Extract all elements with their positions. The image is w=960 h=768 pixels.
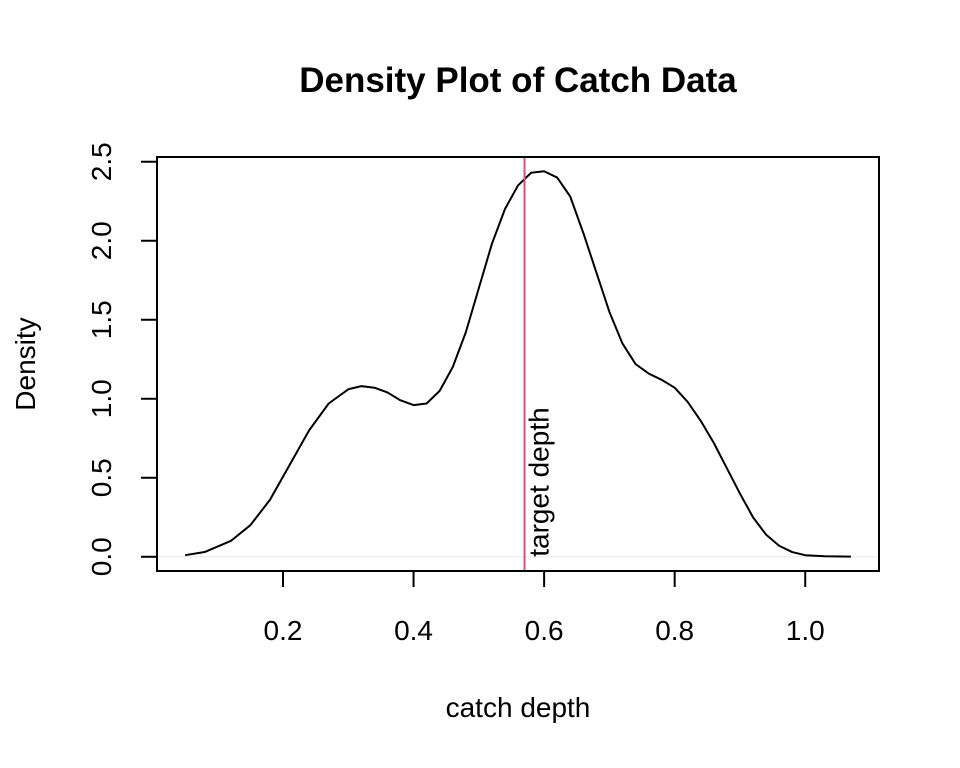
y-tick-label: 2.5 <box>86 142 117 181</box>
density-curve <box>184 170 851 558</box>
y-tick-label: 0.0 <box>86 537 117 576</box>
y-tick-label: 1.0 <box>86 379 117 418</box>
y-tick-label: 2.0 <box>86 221 117 260</box>
x-axis-label: catch depth <box>446 692 591 723</box>
x-tick-label: 0.2 <box>264 615 303 646</box>
y-axis: 0.0 0.5 1.0 1.5 2.0 2.5 <box>86 142 158 576</box>
plot-frame <box>156 156 880 572</box>
y-tick-label: 1.5 <box>86 300 117 339</box>
target-depth-label: target depth <box>524 407 555 556</box>
y-tick-label: 0.5 <box>86 458 117 497</box>
x-tick-label: 0.6 <box>525 615 564 646</box>
x-tick-label: 0.4 <box>394 615 433 646</box>
x-axis: 0.2 0.4 0.6 0.8 1.0 <box>264 570 825 646</box>
x-tick-label: 0.8 <box>655 615 694 646</box>
chart-title: Density Plot of Catch Data <box>299 61 737 100</box>
y-axis-label: Density <box>10 317 41 410</box>
plot-area: target depth <box>157 157 879 571</box>
x-tick-label: 1.0 <box>786 615 825 646</box>
